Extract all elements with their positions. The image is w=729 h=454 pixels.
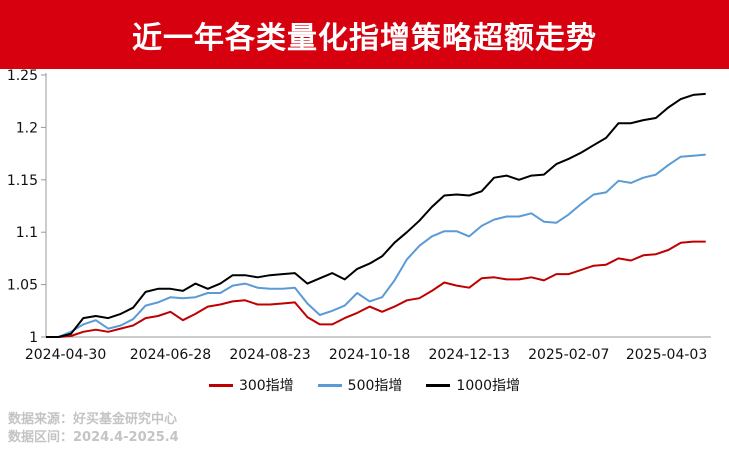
chart-axes: 1 1.05 1.1 1.15 1.2 1.25 2024-04-30 2024-06-28 2…: [7, 68, 711, 363]
series-line-500指增: [46, 153, 706, 338]
title-bar: 近一年各类量化指增策略超额走势: [0, 0, 729, 69]
legend-item-300: 300指增: [208, 375, 294, 395]
x-tick-label: 2025-02-07: [528, 347, 609, 363]
y-tick-label: 1.1: [16, 225, 38, 241]
chart-series: [46, 92, 706, 338]
x-tick-label: 2024-06-28: [130, 347, 211, 363]
y-tick-label: 1: [29, 330, 38, 346]
y-tick-label: 1.25: [7, 68, 38, 84]
series-line-1000指增: [46, 92, 706, 338]
line-chart: 1 1.05 1.1 1.15 1.2 1.25 2024-04-30 2024-06-28 2…: [7, 68, 711, 363]
legend-label-500: 500指增: [347, 378, 403, 394]
x-tick-label: 2025-04-03: [626, 347, 707, 363]
data-range-note: 数据区间：2024.4-2025.4: [8, 430, 179, 445]
y-tick-label: 1.15: [7, 173, 38, 189]
legend-label-1000: 1000指增: [456, 378, 521, 394]
legend-label-300: 300指增: [238, 378, 294, 394]
data-source-note: 数据来源：好买基金研究中心: [8, 412, 178, 427]
legend-swatch-300: [208, 383, 233, 387]
legend-item-500: 500指增: [317, 375, 403, 395]
x-tick-label: 2024-08-23: [229, 347, 310, 363]
series-line-300指增: [46, 240, 706, 338]
y-tick-label: 1.05: [7, 278, 38, 294]
x-tick-label: 2024-10-18: [329, 347, 410, 363]
y-tick-label: 1.2: [16, 120, 38, 136]
chart-title: 近一年各类量化指增策略超额走势: [132, 20, 597, 56]
legend-swatch-1000: [426, 383, 451, 387]
legend-item-1000: 1000指增: [426, 375, 520, 395]
legend-swatch-500: [317, 383, 342, 387]
x-tick-label: 2024-04-30: [25, 347, 106, 363]
x-tick-label: 2024-12-13: [428, 347, 509, 363]
chart-legend: 300指增 500指增 1000指增: [0, 375, 729, 395]
